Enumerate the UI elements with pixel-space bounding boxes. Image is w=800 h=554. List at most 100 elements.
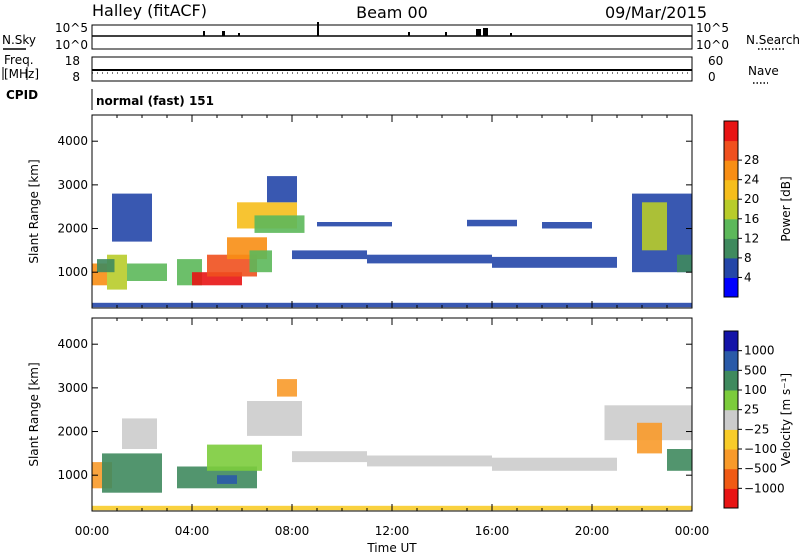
- data-region: [317, 222, 392, 227]
- colorbar-cell: [724, 218, 738, 239]
- data-region: [267, 176, 297, 203]
- colorbar-tick-label: 1000: [744, 344, 775, 358]
- data-region: [542, 222, 592, 229]
- cpid-label: CPID: [6, 88, 38, 102]
- colorbar-tick-label: 8: [744, 251, 752, 265]
- data-region: [247, 401, 302, 436]
- colorbar-cell: [724, 409, 738, 430]
- nsky-spikes: [203, 22, 512, 36]
- colorbar-cell: [724, 449, 738, 470]
- data-region: [207, 254, 257, 277]
- y-tick-label: 1000: [57, 265, 88, 279]
- nave-bottom-tick: 0: [708, 70, 716, 84]
- colorbar-cell: [724, 179, 738, 200]
- colorbar-frame: [723, 120, 739, 298]
- data-region: [207, 444, 262, 471]
- colorbar-cell: [724, 140, 738, 161]
- freq-unit: [MHz]: [4, 67, 39, 81]
- colorbar-tick-label: 500: [744, 363, 767, 377]
- colorbar-tick-label: −100: [744, 442, 777, 456]
- beam-label: Beam 00: [356, 3, 428, 22]
- y-tick-label: 4000: [57, 337, 88, 351]
- colorbar-tick-label: 100: [744, 383, 767, 397]
- x-tick-label: 04:00: [175, 524, 210, 538]
- data-region: [367, 254, 492, 264]
- colorbar-cell: [724, 370, 738, 391]
- y-tick-label: 2000: [57, 222, 88, 236]
- colorbar-tick-label: −25: [744, 422, 769, 436]
- nsky-spike: [222, 31, 225, 36]
- x-tick-label: 08:00: [275, 524, 310, 538]
- data-region: [97, 259, 115, 273]
- y-axis-title: Slant Range [km]: [27, 159, 41, 263]
- colorbar-cell: [724, 488, 738, 509]
- y-tick-label: 1000: [57, 468, 88, 482]
- data-region: [492, 457, 617, 471]
- nsky-top-tick: 10^5: [55, 21, 88, 35]
- cpid-value: normal (fast) 151: [96, 94, 214, 108]
- colorbar-tick-label: 20: [744, 192, 759, 206]
- data-region: [637, 422, 662, 454]
- nave-label: Nave: [748, 64, 779, 78]
- data-region: [667, 449, 692, 471]
- colorbar-cell: [724, 160, 738, 181]
- y-tick-label: 4000: [57, 134, 88, 148]
- data-region: [492, 256, 617, 268]
- freq-top-tick: 18: [65, 54, 80, 68]
- data-region: [642, 202, 667, 251]
- x-tick-label: 00:00: [675, 524, 710, 538]
- colorbar-tick-label: 16: [744, 212, 759, 226]
- nsearch-bottom-tick: 10^0: [696, 38, 729, 52]
- freq-bottom-tick: 8: [72, 70, 80, 84]
- nsky-frame: [91, 24, 693, 50]
- colorbar-cell: [724, 350, 738, 371]
- colorbar-cell: [724, 429, 738, 450]
- data-region: [254, 215, 305, 233]
- nave-top-tick: 60: [708, 54, 723, 68]
- data-region: [677, 254, 692, 273]
- y-tick-label: 2000: [57, 425, 88, 439]
- colorbar-cell: [724, 199, 738, 220]
- y-tick-label: 3000: [57, 178, 88, 192]
- colorbar-frame: [723, 330, 739, 509]
- colorbar-tick-label: −500: [744, 462, 777, 476]
- x-tick-label: 00:00: [75, 524, 110, 538]
- colorbar-cell: [724, 238, 738, 259]
- colorbar-cell: [724, 468, 738, 489]
- data-region: [249, 250, 272, 273]
- colorbar-cell: [724, 121, 738, 142]
- colorbar-cell: [724, 390, 738, 411]
- colorbar-title: Power [dB]: [779, 176, 793, 241]
- y-tick-label: 3000: [57, 381, 88, 395]
- x-tick-label: 20:00: [575, 524, 610, 538]
- data-region: [112, 193, 152, 242]
- power-panel: 1000 2000 3000 4000 Slant Range [km] 4 8 12 16 20…: [27, 114, 793, 309]
- x-axis-title: Time UT: [366, 541, 417, 554]
- x-tick-label: 16:00: [475, 524, 510, 538]
- nsky-spike: [445, 32, 447, 36]
- nsky-spike: [483, 28, 488, 36]
- data-region: [102, 453, 162, 493]
- x-tick-label: 12:00: [375, 524, 410, 538]
- colorbar-cell: [724, 331, 738, 352]
- nsky-spike: [476, 29, 481, 36]
- data-region: [277, 379, 297, 397]
- nsky-label: N.Sky: [2, 33, 36, 47]
- colorbar-tick-label: 4: [744, 270, 752, 284]
- data-region: [217, 475, 237, 484]
- y-axis-title: Slant Range [km]: [27, 362, 41, 466]
- colorbar-cell: [724, 277, 738, 298]
- colorbar-tick-label: 12: [744, 231, 759, 245]
- data-region: [367, 455, 492, 467]
- data-region: [467, 219, 517, 227]
- colorbar-tick-label: 24: [744, 173, 759, 187]
- data-region: [292, 250, 367, 260]
- nsky-spike: [510, 33, 512, 36]
- figure-title: Halley (fitACF): [92, 1, 207, 20]
- date-label: 09/Mar/2015: [605, 3, 707, 22]
- nsearch-label: N.Search: [746, 33, 800, 47]
- velocity-panel: 1000 2000 3000 4000 Slant Range [km] 1000 500 1…: [27, 317, 793, 512]
- colorbar-tick-label: 28: [744, 153, 759, 167]
